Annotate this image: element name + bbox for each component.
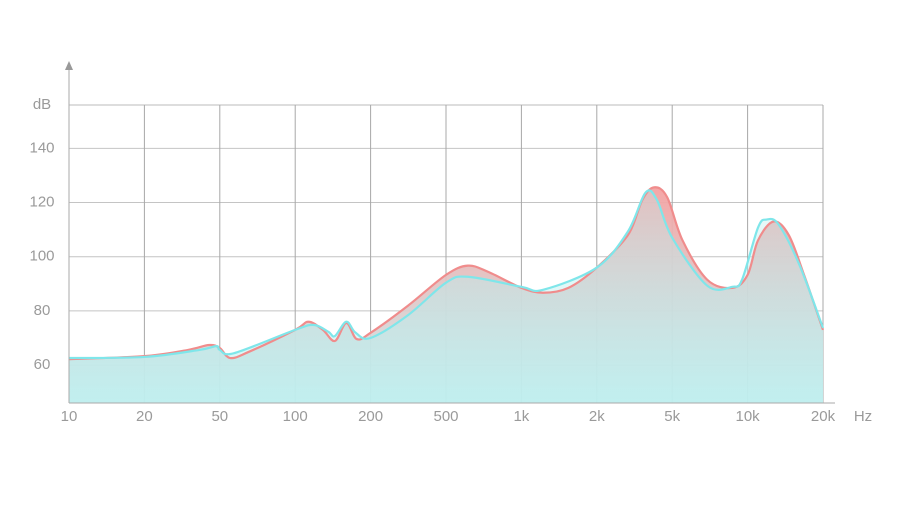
- x-axis-label: Hz: [854, 408, 872, 425]
- y-axis-label: dB: [33, 96, 51, 113]
- x-tick-label: 10k: [736, 408, 761, 425]
- x-tick-label: 5k: [664, 408, 680, 425]
- x-tick-label: 100: [283, 408, 308, 425]
- x-tick-label: 500: [433, 408, 458, 425]
- x-tick-label: 20: [136, 408, 153, 425]
- x-tick-label: 50: [211, 408, 228, 425]
- x-tick-label: 20k: [811, 408, 836, 425]
- x-tick-label: 1k: [513, 408, 529, 425]
- area: [69, 190, 823, 403]
- y-tick-label: 60: [34, 356, 51, 373]
- y-tick-label: 100: [29, 248, 54, 265]
- x-tick-label: 2k: [589, 408, 605, 425]
- y-tick-label: 140: [29, 139, 54, 156]
- y-tick-label: 80: [34, 302, 51, 319]
- line: [68, 189, 825, 360]
- y-tick-label: 120: [29, 193, 54, 210]
- y-axis-arrow: [65, 61, 73, 70]
- x-tick-label: 200: [358, 408, 383, 425]
- x-tick-label: 10: [61, 408, 78, 425]
